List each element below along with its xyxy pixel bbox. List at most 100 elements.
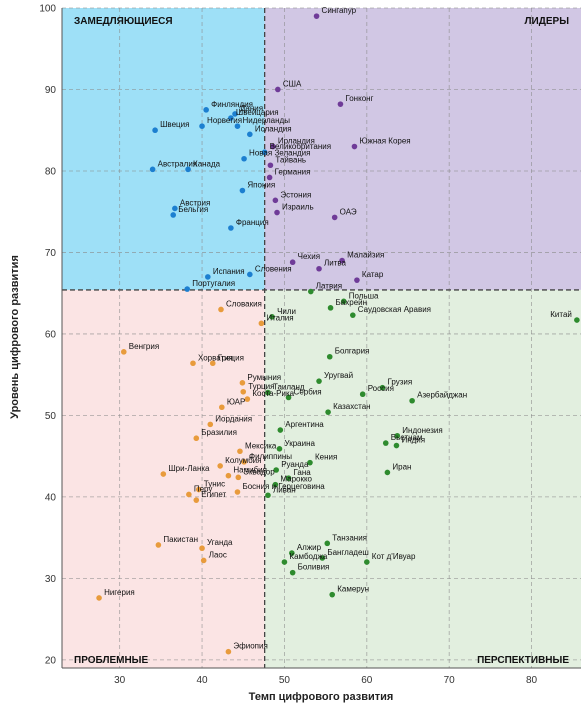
data-point — [574, 317, 580, 323]
data-point — [170, 212, 177, 218]
point-label: Индонезия — [402, 426, 442, 435]
data-point — [232, 111, 238, 117]
point-label: Азербайджан — [417, 391, 467, 400]
x-tick-label: 80 — [526, 675, 538, 686]
data-point — [266, 174, 273, 181]
data-point — [331, 214, 338, 221]
point-label: Австрия — [180, 198, 210, 207]
data-point — [337, 101, 344, 107]
data-point — [200, 557, 207, 564]
data-point — [235, 474, 242, 481]
data-point — [285, 394, 292, 401]
point-label: Эфиопия — [233, 642, 267, 651]
data-point — [160, 471, 167, 477]
grid-lines — [62, 7, 581, 668]
x-tick-label: 70 — [444, 675, 456, 686]
point-label: Аргентина — [285, 420, 324, 429]
quadrant-bottom-right — [264, 289, 581, 668]
data-point — [265, 389, 271, 396]
point-label: Эстония — [280, 190, 311, 199]
point-label: США — [283, 79, 302, 88]
point-label: Тунис — [204, 480, 225, 489]
point-label: Вьетнам — [391, 433, 423, 442]
x-tick-label: 40 — [196, 675, 208, 686]
data-point — [269, 314, 275, 320]
point-label: Таиланд — [273, 383, 305, 392]
point-label: Греция — [218, 353, 244, 362]
data-point — [172, 205, 178, 212]
point-label: Швейцария — [236, 108, 279, 117]
point-label: Индия — [401, 436, 425, 445]
data-point — [225, 648, 232, 655]
point-label: Венгрия — [129, 342, 159, 351]
data-point — [272, 481, 279, 488]
data-point — [281, 559, 288, 565]
point-label: Япония — [247, 181, 275, 190]
point-label: Уругвай — [324, 371, 353, 380]
data-point — [409, 397, 415, 404]
data-point — [193, 497, 200, 503]
data-point — [350, 312, 356, 318]
point-label: Египет — [201, 490, 226, 499]
data-point — [120, 349, 127, 355]
point-label: Литва — [324, 259, 347, 268]
point-label: ЮАР — [227, 397, 246, 406]
point-label: Турция — [248, 382, 274, 391]
data-point — [209, 360, 216, 367]
point-label: Исландия — [255, 124, 292, 133]
y-tick-label: 20 — [45, 655, 57, 666]
data-point — [275, 86, 281, 93]
data-point — [261, 149, 268, 156]
data-point — [329, 591, 336, 598]
point-label: Иордания — [215, 414, 252, 423]
data-point — [393, 442, 400, 449]
data-point — [319, 555, 326, 561]
data-point — [382, 440, 389, 446]
point-label: Кения — [315, 453, 337, 462]
quadrant-bottom-left — [62, 289, 265, 668]
data-point — [237, 448, 243, 455]
data-point — [359, 391, 366, 398]
point-label: Чехия — [298, 252, 320, 261]
data-point — [316, 265, 322, 272]
data-point — [273, 467, 279, 473]
y-axis-title: Уровень цифрового развития — [9, 255, 21, 419]
data-point — [247, 271, 253, 278]
data-point — [186, 491, 192, 498]
point-label: Грузия — [387, 378, 412, 387]
point-label: Латвия — [316, 282, 342, 291]
point-label: Руанда — [281, 460, 309, 469]
point-label: Кот д'Ивуар — [372, 552, 416, 561]
data-point — [276, 446, 283, 452]
quadrant-label-bottom-left: ПРОБЛЕМНЫЕ — [74, 655, 148, 666]
x-tick-label: 50 — [279, 675, 291, 686]
data-point — [228, 115, 234, 121]
point-label: Бразилия — [201, 428, 237, 437]
data-points — [96, 13, 580, 655]
quadrant-top-left — [62, 8, 265, 290]
data-point — [289, 569, 296, 576]
point-label: Перу — [194, 484, 213, 493]
data-point — [247, 131, 253, 138]
y-tick-label: 50 — [45, 411, 57, 422]
y-tick-label: 30 — [45, 574, 57, 585]
point-label: Сербия — [294, 387, 322, 396]
point-label: Ирландия — [278, 137, 315, 146]
quadrant-label-top-left: ЗАМЕДЛЯЮЩИЕСЯ — [74, 16, 173, 27]
data-point — [274, 209, 280, 216]
point-label: Дания — [240, 104, 263, 113]
point-label: Словения — [255, 264, 292, 273]
point-label: Мексика — [245, 441, 277, 450]
data-point — [155, 542, 162, 548]
data-point — [325, 409, 331, 415]
point-label: Хорватия — [198, 353, 233, 362]
data-point — [339, 257, 345, 264]
point-label: Польша — [349, 291, 379, 300]
data-point — [240, 388, 247, 395]
data-point — [379, 384, 386, 391]
data-point — [354, 277, 360, 283]
point-label: Великобритания — [270, 142, 331, 151]
data-point — [394, 432, 401, 439]
data-point — [205, 274, 211, 280]
